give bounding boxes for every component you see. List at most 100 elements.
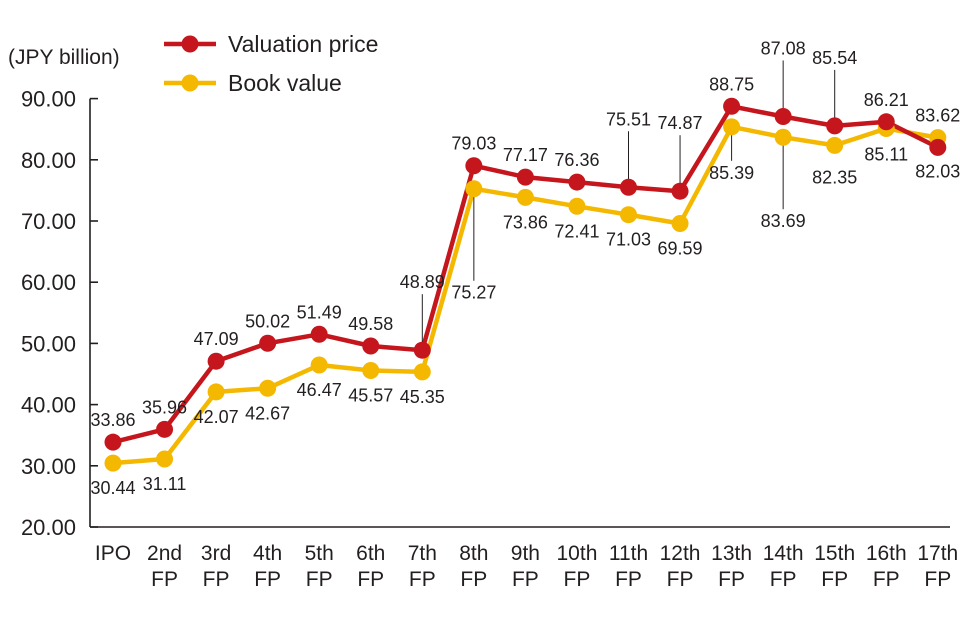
data-point <box>671 215 689 233</box>
data-point <box>156 420 174 438</box>
data-label: 72.41 <box>554 221 599 241</box>
data-label: 71.03 <box>606 230 651 250</box>
y-axis-label: (JPY billion) <box>8 46 120 69</box>
x-tick-label: 3rd FP <box>201 542 231 591</box>
data-label: 69.59 <box>658 239 703 259</box>
data-point <box>620 178 637 196</box>
x-tick-label: 9th FP <box>511 542 540 591</box>
data-label: 45.57 <box>348 386 393 406</box>
legend-swatch-marker <box>181 35 199 53</box>
data-point <box>929 138 947 156</box>
y-tick-label: 60.00 <box>21 270 76 295</box>
x-tick-label: 8th FP <box>459 542 488 591</box>
data-label: 87.08 <box>761 38 806 58</box>
data-label: 74.87 <box>658 113 703 133</box>
data-point <box>259 379 277 397</box>
data-label: 48.89 <box>400 272 445 292</box>
data-label: 47.09 <box>194 329 239 349</box>
data-label: 49.58 <box>348 314 393 334</box>
x-tick-label: 15th FP <box>814 542 855 591</box>
x-tick-label: 11th FP <box>609 542 648 591</box>
data-label: 31.11 <box>143 474 187 494</box>
data-label: 75.27 <box>451 283 496 303</box>
data-label: 75.51 <box>606 109 651 129</box>
data-label: 85.39 <box>709 163 754 183</box>
data-label: 33.86 <box>90 410 135 430</box>
data-point <box>362 337 380 355</box>
data-label: 85.54 <box>812 48 857 68</box>
data-point <box>516 168 534 186</box>
x-tick-label: 10th FP <box>557 542 598 591</box>
x-tick-label: 6th FP <box>356 542 385 591</box>
data-label: 73.86 <box>503 212 548 232</box>
data-point <box>826 117 844 135</box>
data-point <box>465 157 483 175</box>
data-label: 50.02 <box>245 311 290 331</box>
data-label: 82.35 <box>812 167 857 187</box>
data-point <box>207 352 225 370</box>
data-point <box>207 383 225 401</box>
legend: Valuation price Book value <box>164 31 378 96</box>
y-tick-label: 30.00 <box>21 454 76 479</box>
data-point <box>413 363 431 381</box>
x-tick-label: 5th FP <box>305 542 334 591</box>
data-point <box>465 180 483 198</box>
data-points <box>104 97 947 472</box>
data-point <box>620 206 637 224</box>
data-point <box>568 173 586 191</box>
data-point <box>259 334 277 352</box>
data-point <box>723 118 741 136</box>
data-label: 45.35 <box>400 387 445 407</box>
data-point <box>774 128 792 146</box>
x-tick-label: 16th FP <box>866 542 907 591</box>
legend-label: Book value <box>228 70 342 96</box>
y-tick-label: 40.00 <box>21 393 76 418</box>
data-label: 42.07 <box>194 407 239 427</box>
data-label: 35.96 <box>142 397 187 417</box>
data-point <box>310 325 328 343</box>
data-point <box>413 341 431 359</box>
data-point <box>568 197 586 215</box>
data-point <box>362 362 380 380</box>
data-label: 76.36 <box>554 150 599 170</box>
legend-label: Valuation price <box>228 31 378 57</box>
data-label: 42.67 <box>245 403 290 423</box>
x-tick-label: 13th FP <box>711 542 752 591</box>
x-tick-label: 2nd FP <box>147 542 182 591</box>
data-labels: 33.86 35.96 47.09 50.02 51.49 49.58 48.89 79.03… <box>90 38 960 498</box>
x-tick-label: 17th FP <box>917 542 958 591</box>
data-point <box>723 97 741 115</box>
data-point <box>877 113 895 131</box>
data-label: 85.11 <box>864 145 908 165</box>
data-point <box>104 454 122 472</box>
x-tick-label: 14th FP <box>763 542 804 591</box>
data-point <box>310 356 328 374</box>
x-tick-label: 4th FP <box>253 542 282 591</box>
data-label: 83.62 <box>915 106 960 126</box>
y-tick-label: 20.00 <box>21 515 76 540</box>
data-label: 30.44 <box>90 478 135 498</box>
data-label: 79.03 <box>451 134 496 154</box>
label-leader-lines <box>421 60 836 343</box>
y-tick-label: 50.00 <box>21 331 76 356</box>
data-point <box>826 136 844 154</box>
y-tick-label: 90.00 <box>21 87 76 112</box>
data-point <box>774 107 792 125</box>
data-label: 51.49 <box>297 302 342 322</box>
data-point <box>156 450 174 468</box>
data-label: 46.47 <box>297 380 342 400</box>
x-tick-label: 7th FP <box>408 542 437 591</box>
data-label: 86.21 <box>864 90 909 110</box>
y-tick-label: 70.00 <box>21 209 76 234</box>
data-point <box>104 433 122 451</box>
axes: (JPY billion) 20.00 30.00 40.00 50.00 60.00 70… <box>8 46 958 591</box>
data-label: 82.03 <box>915 161 960 181</box>
data-label: 77.17 <box>503 145 548 165</box>
data-label: 83.69 <box>761 211 806 231</box>
x-tick-label: IPO <box>95 542 131 565</box>
y-tick-label: 80.00 <box>21 148 76 173</box>
data-point <box>516 188 534 206</box>
data-point <box>671 182 689 200</box>
data-label: 88.75 <box>709 74 754 94</box>
